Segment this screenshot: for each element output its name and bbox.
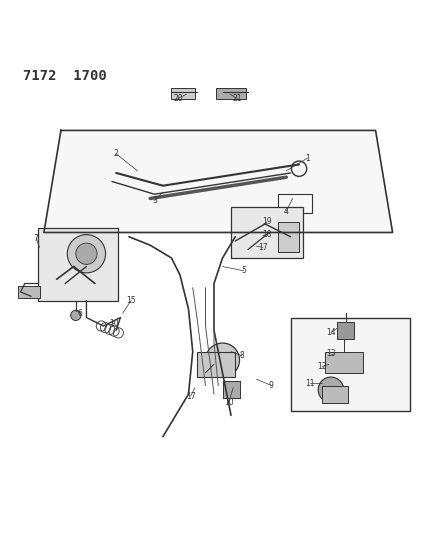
Text: 14: 14: [326, 328, 336, 337]
Bar: [172, 88, 195, 99]
Text: 10: 10: [224, 398, 234, 407]
Bar: [223, 381, 240, 398]
Bar: [38, 228, 118, 301]
Circle shape: [205, 343, 240, 377]
Text: 7172  1700: 7172 1700: [23, 69, 107, 83]
Polygon shape: [44, 131, 392, 232]
Bar: [337, 322, 354, 339]
Text: 11: 11: [305, 379, 315, 388]
Text: 20: 20: [173, 94, 183, 103]
Text: 19: 19: [262, 217, 272, 227]
Bar: [324, 352, 363, 373]
Text: 5: 5: [241, 266, 246, 275]
Text: 10: 10: [109, 319, 119, 328]
Text: 15: 15: [126, 296, 136, 305]
Bar: [231, 207, 303, 258]
Text: 7: 7: [34, 235, 39, 244]
Text: 12: 12: [318, 362, 327, 371]
Bar: [18, 286, 40, 298]
Bar: [216, 88, 246, 99]
Circle shape: [71, 310, 81, 320]
Bar: [291, 318, 410, 411]
Bar: [322, 385, 348, 402]
Circle shape: [67, 235, 106, 273]
Text: 6: 6: [77, 309, 83, 318]
Text: 8: 8: [239, 351, 244, 360]
Text: 4: 4: [284, 207, 289, 216]
Circle shape: [318, 377, 344, 402]
Text: 18: 18: [262, 230, 272, 239]
Text: 17: 17: [186, 392, 196, 401]
Bar: [278, 194, 312, 213]
Text: 2: 2: [114, 149, 119, 158]
Bar: [278, 222, 299, 252]
Text: 3: 3: [152, 196, 157, 205]
Text: 9: 9: [269, 381, 274, 390]
Circle shape: [76, 243, 97, 264]
Text: 21: 21: [233, 94, 242, 103]
Text: 13: 13: [326, 349, 336, 358]
Text: 17: 17: [258, 243, 268, 252]
Bar: [197, 352, 235, 377]
Text: 1: 1: [305, 154, 310, 163]
